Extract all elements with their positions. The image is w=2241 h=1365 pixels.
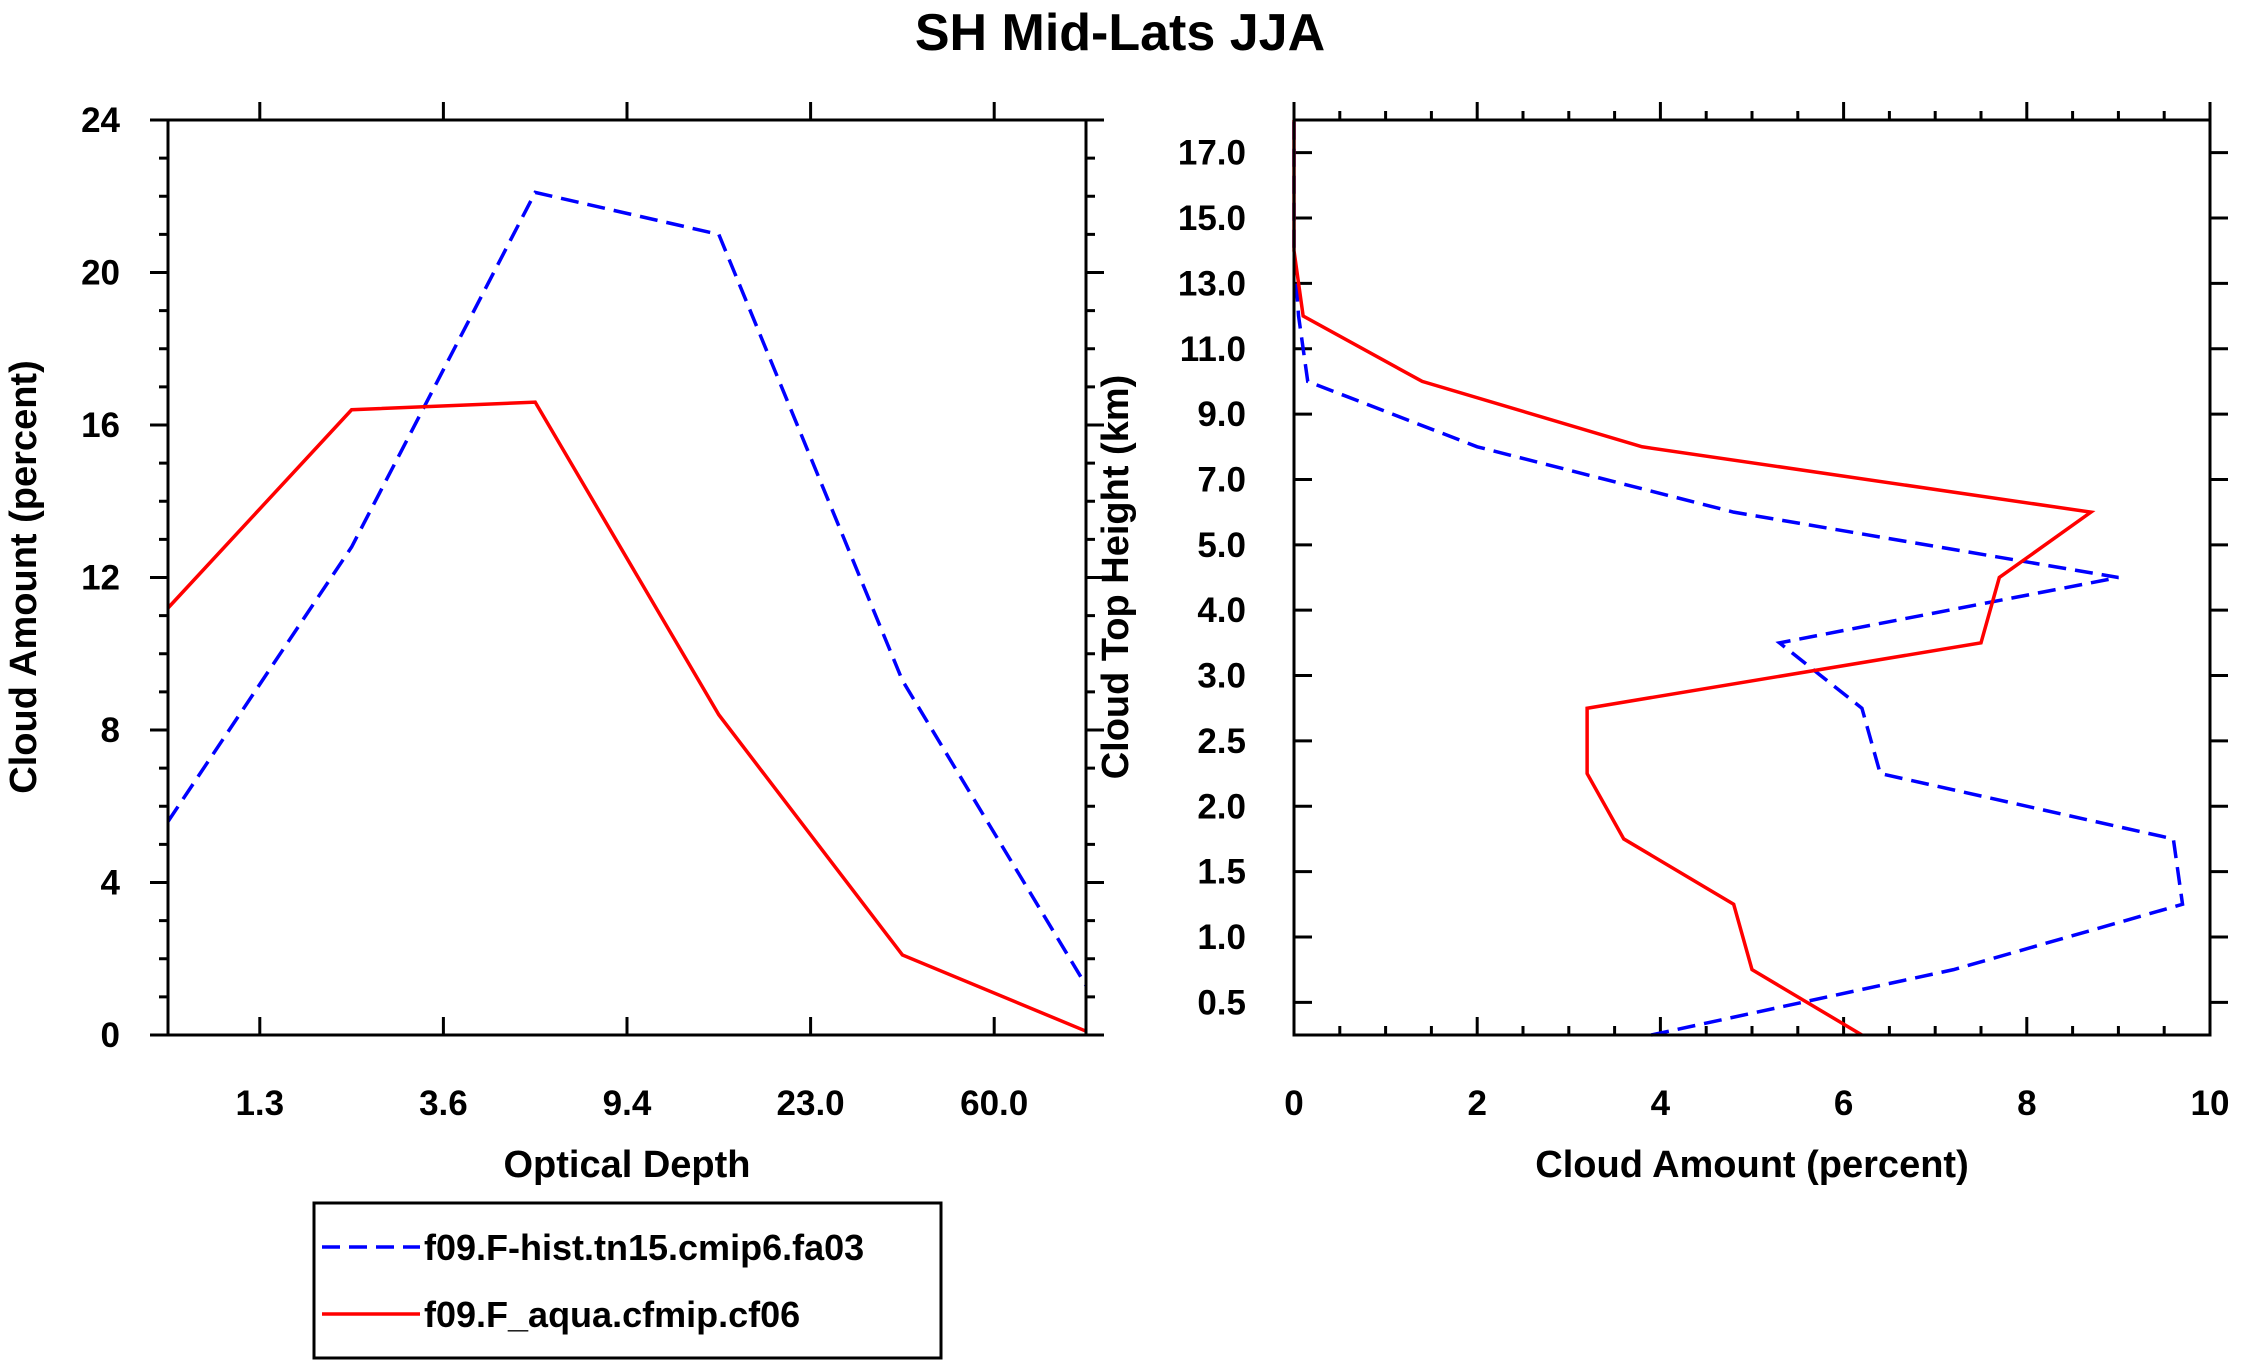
right-y-tick-label: 9.0 <box>1197 395 1246 434</box>
right-x-tick-label: 10 <box>2191 1084 2230 1123</box>
right-y-tick-label: 5.0 <box>1197 526 1246 565</box>
right-y-axis-label: Cloud Top Height (km) <box>1095 375 1137 780</box>
left-y-tick-label: 4 <box>101 864 121 903</box>
left-x-axis-label: Optical Depth <box>503 1144 750 1186</box>
left-y-axis-label: Cloud Amount (percent) <box>3 360 45 793</box>
right-plot-frame <box>1292 118 2212 1037</box>
left-x-tick-label: 9.4 <box>603 1084 652 1123</box>
left-series-group <box>166 190 1088 1033</box>
right-series-group <box>1292 120 2185 1037</box>
legend: f09.F-hist.tn15.cmip6.fa03 f09.F_aqua.cf… <box>312 1201 943 1360</box>
right-y-tick-label: 13.0 <box>1178 264 1246 303</box>
right-x-tick-label: 6 <box>1834 1084 1853 1123</box>
right-x-tick-label: 4 <box>1651 1084 1671 1123</box>
left-x-tick-label: 3.6 <box>419 1084 468 1123</box>
right-y-tick-label: 4.0 <box>1197 591 1246 630</box>
left-y-tick-label: 24 <box>81 101 120 140</box>
legend-box <box>312 1201 943 1360</box>
right-y-tick-label: 1.5 <box>1197 853 1246 892</box>
chart-title: SH Mid-Lats JJA <box>915 4 1325 62</box>
left-x-tick-label: 23.0 <box>777 1084 845 1123</box>
right-y-tick-label: 7.0 <box>1197 460 1246 499</box>
right-y-tick-label: 0.5 <box>1197 983 1246 1022</box>
right-y-tick-label: 17.0 <box>1178 134 1246 173</box>
right-y-tick-label: 3.0 <box>1197 657 1246 696</box>
left-y-tick-label: 20 <box>81 254 120 293</box>
legend-label-blue: f09.F-hist.tn15.cmip6.fa03 <box>424 1227 864 1268</box>
left-y-tick-label: 0 <box>101 1016 120 1055</box>
right-x-tick-label: 8 <box>2017 1084 2036 1123</box>
legend-label-red: f09.F_aqua.cfmip.cf06 <box>424 1294 800 1335</box>
right-x-tick-label: 0 <box>1284 1084 1303 1123</box>
left-axis-ticks: 1.3 3.6 9.4 23.0 60.0 0 4 8 12 16 20 24 <box>81 101 1104 1123</box>
left-series-line-red <box>166 400 1087 1033</box>
right-y-tick-label: 2.5 <box>1197 722 1246 761</box>
left-plot-frame <box>166 118 1088 1037</box>
right-y-tick-label: 11.0 <box>1180 330 1246 369</box>
left-x-tick-label: 1.3 <box>235 1084 284 1123</box>
left-y-tick-label: 12 <box>81 559 120 598</box>
left-y-tick-label: 8 <box>101 711 120 750</box>
left-x-tick-label: 60.0 <box>960 1084 1028 1123</box>
right-panel: 0 2 4 6 8 10 0.5 1.0 1.5 2.0 2.5 3.0 4.0 5.0 7.0 9.0 11.… <box>1095 102 2229 1186</box>
right-x-axis-label: Cloud Amount (percent) <box>1535 1144 1968 1186</box>
right-axis-ticks: 0 2 4 6 8 10 0.5 1.0 1.5 2.0 2.5 3.0 4.0 5.0 7.0 9.0 11.… <box>1178 102 2230 1123</box>
right-series-line-red <box>1292 120 2096 1037</box>
left-panel: 1.3 3.6 9.4 23.0 60.0 0 4 8 12 16 20 24 Optical Dep… <box>3 101 1104 1186</box>
right-series-line-blue <box>1292 120 2185 1037</box>
left-series-line-blue <box>166 190 1088 987</box>
left-y-tick-label: 16 <box>81 406 120 445</box>
right-y-tick-label: 15.0 <box>1178 199 1246 238</box>
right-y-tick-label: 1.0 <box>1197 918 1246 957</box>
right-x-tick-label: 2 <box>1467 1084 1486 1123</box>
right-y-tick-label: 2.0 <box>1197 787 1246 826</box>
